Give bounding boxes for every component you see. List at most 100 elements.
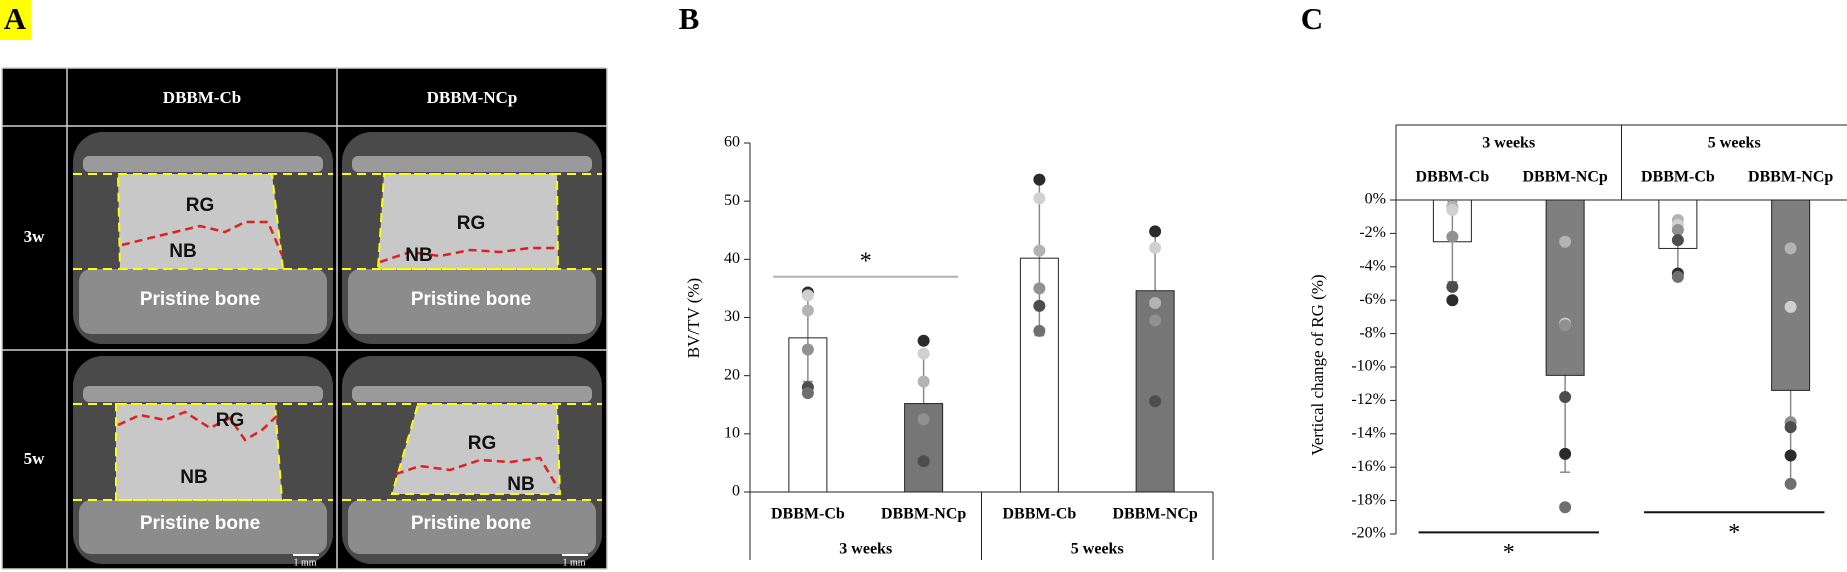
- bar: [1019, 257, 1059, 493]
- data-point: [1033, 173, 1046, 186]
- data-point: [1149, 314, 1162, 327]
- y-tick-label: -10%: [1351, 358, 1386, 375]
- y-tick-label: -12%: [1351, 391, 1386, 408]
- group-label: 5 weeks: [1071, 541, 1124, 558]
- bar: [1771, 199, 1811, 391]
- data-point: [801, 387, 814, 400]
- red-dashed-boundary: [121, 220, 284, 256]
- x-tick-label: DBBM-NCp: [1522, 169, 1607, 186]
- y-axis-label: BV/TV (%): [684, 278, 703, 358]
- data-point: [1033, 244, 1046, 257]
- data-point: [1446, 294, 1459, 307]
- pristine-bone-region: [348, 500, 596, 554]
- y-tick-label: -16%: [1351, 458, 1386, 475]
- column-header: DBBM-NCp: [427, 88, 518, 107]
- graft-region: [116, 404, 282, 500]
- data-point: [1784, 242, 1797, 255]
- y-tick-label: 10: [724, 425, 740, 442]
- data-point: [801, 304, 814, 317]
- y-axis-label: Vertical change of RG (%): [1308, 274, 1327, 455]
- data-point: [1033, 324, 1046, 337]
- data-point: [1671, 224, 1684, 237]
- region-label: NB: [169, 241, 196, 262]
- x-tick-label: DBBM-Cb: [1641, 169, 1715, 186]
- letter-highlight: [0, 0, 31, 40]
- data-point: [1784, 421, 1797, 434]
- pristine-bone-region: [348, 269, 596, 334]
- data-point: [917, 375, 930, 388]
- data-point: [1033, 282, 1046, 295]
- y-tick-label: 60: [724, 134, 740, 151]
- region-label: NB: [405, 245, 432, 266]
- significance-star: *: [860, 248, 872, 274]
- cortex-band: [352, 156, 592, 172]
- data-point: [1149, 225, 1162, 238]
- x-tick-label: DBBM-Cb: [1415, 169, 1489, 186]
- panel-letter: B: [679, 1, 700, 36]
- bar: [1545, 199, 1585, 376]
- region-label: RG: [468, 433, 497, 454]
- x-tick-label: DBBM-Cb: [1002, 506, 1076, 523]
- data-point: [1033, 299, 1046, 312]
- data-point: [1446, 280, 1459, 293]
- data-point: [917, 413, 930, 426]
- y-tick-label: 40: [724, 250, 740, 267]
- scale-bar-label: 1 mm: [562, 557, 585, 568]
- data-point: [1149, 395, 1162, 408]
- panel-letter: C: [1301, 1, 1323, 36]
- y-tick-label: 0%: [1365, 191, 1386, 208]
- data-point: [801, 343, 814, 356]
- data-point: [801, 289, 814, 302]
- data-point: [1559, 319, 1572, 332]
- row-header: 5w: [24, 449, 46, 468]
- y-tick-label: 30: [724, 308, 740, 325]
- significance-star: *: [1503, 540, 1515, 566]
- region-label: Pristine bone: [411, 289, 531, 310]
- y-tick-label: 20: [724, 366, 740, 383]
- pristine-bone-region: [79, 500, 327, 554]
- data-point: [1671, 270, 1684, 283]
- data-point: [1149, 296, 1162, 309]
- region-label: NB: [507, 474, 534, 495]
- data-point: [1559, 391, 1572, 404]
- region-label: NB: [180, 467, 207, 488]
- y-tick-label: -18%: [1351, 491, 1386, 508]
- data-point: [1446, 230, 1459, 243]
- data-point: [917, 347, 930, 360]
- red-dashed-boundary: [117, 410, 279, 442]
- pristine-bone-region: [79, 269, 327, 334]
- data-point: [1559, 235, 1572, 248]
- column-header: DBBM-Cb: [163, 88, 241, 107]
- data-point: [917, 334, 930, 347]
- graft-region: [392, 404, 560, 494]
- row-header: 3w: [24, 227, 46, 246]
- cortex-band: [352, 386, 592, 402]
- panel-letter: A: [4, 1, 27, 36]
- data-point: [1559, 447, 1572, 460]
- y-tick-label: -2%: [1359, 224, 1386, 241]
- data-point: [917, 455, 930, 468]
- bar: [788, 337, 828, 493]
- yellow-dashed-outline: [115, 403, 284, 501]
- y-tick-label: -6%: [1359, 291, 1386, 308]
- x-tick-label: DBBM-NCp: [1112, 506, 1197, 523]
- data-point: [1784, 477, 1797, 490]
- graft-region: [378, 174, 558, 269]
- region-label: Pristine bone: [140, 289, 260, 310]
- data-point: [1784, 449, 1797, 462]
- region-label: RG: [186, 195, 215, 216]
- red-dashed-boundary: [379, 246, 556, 264]
- graft-region: [118, 174, 283, 269]
- bar: [1658, 199, 1698, 249]
- x-tick-label: DBBM-Cb: [771, 506, 845, 523]
- y-tick-label: -20%: [1351, 525, 1386, 542]
- scale-bar-label: 1 mm: [293, 557, 316, 568]
- data-point: [1149, 241, 1162, 254]
- y-tick-label: -8%: [1359, 324, 1386, 341]
- y-tick-label: -4%: [1359, 257, 1386, 274]
- cortex-band: [83, 156, 323, 172]
- data-point: [1559, 501, 1572, 514]
- group-label: 3 weeks: [1482, 135, 1535, 152]
- data-point: [1784, 300, 1797, 313]
